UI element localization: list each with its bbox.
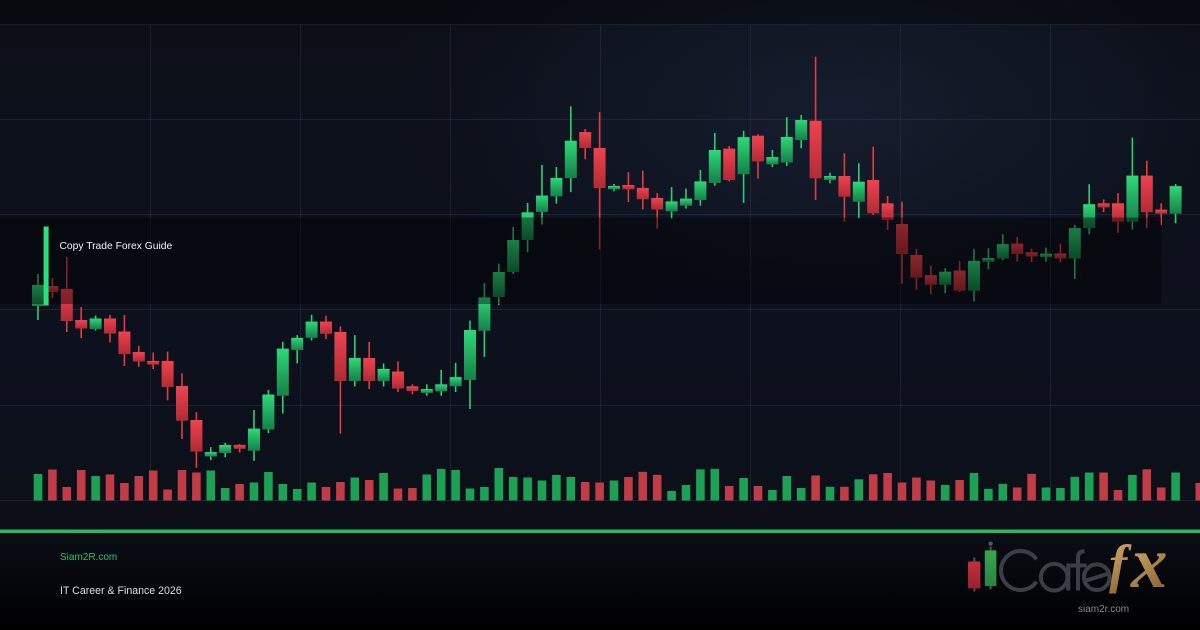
svg-text:Siam2R.com: Siam2R.com	[60, 552, 117, 563]
svg-text:Copy Trade Forex Guide: Copy Trade Forex Guide	[60, 241, 173, 252]
svg-text:siam2r.com: siam2r.com	[1078, 604, 1129, 615]
svg-text:x: x	[1130, 522, 1168, 603]
svg-text:IT Career & Finance 2026: IT Career & Finance 2026	[60, 585, 182, 597]
svg-text:f: f	[1109, 533, 1132, 594]
